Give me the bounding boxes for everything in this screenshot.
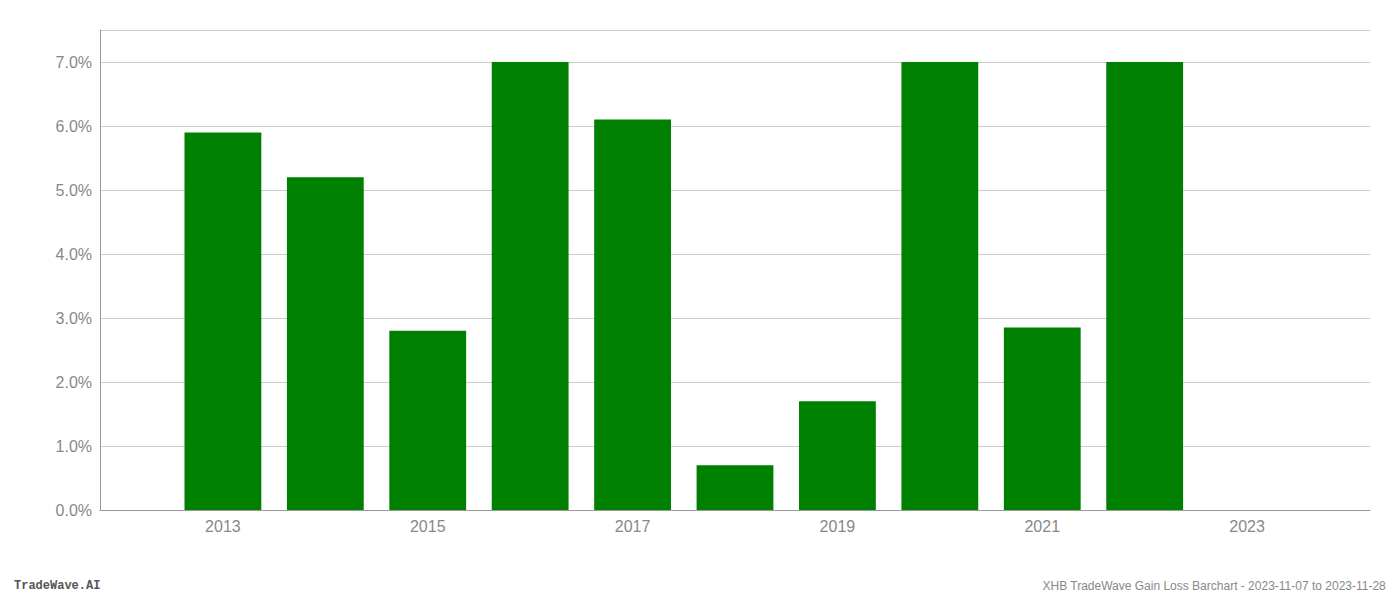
svg-text:5.0%: 5.0%: [56, 182, 92, 199]
svg-text:2013: 2013: [205, 518, 241, 535]
svg-text:XHB TradeWave Gain Loss Barcha: XHB TradeWave Gain Loss Barchart - 2023-…: [1042, 579, 1386, 593]
svg-text:2015: 2015: [410, 518, 446, 535]
svg-text:4.0%: 4.0%: [56, 246, 92, 263]
svg-text:3.0%: 3.0%: [56, 310, 92, 327]
svg-text:2023: 2023: [1229, 518, 1265, 535]
svg-text:1.0%: 1.0%: [56, 438, 92, 455]
svg-text:0.0%: 0.0%: [56, 502, 92, 519]
svg-text:TradeWave.AI: TradeWave.AI: [14, 579, 100, 593]
svg-text:2019: 2019: [820, 518, 856, 535]
svg-text:2.0%: 2.0%: [56, 374, 92, 391]
svg-text:7.0%: 7.0%: [56, 54, 92, 71]
svg-text:2021: 2021: [1024, 518, 1060, 535]
svg-text:6.0%: 6.0%: [56, 118, 92, 135]
svg-text:2017: 2017: [615, 518, 651, 535]
